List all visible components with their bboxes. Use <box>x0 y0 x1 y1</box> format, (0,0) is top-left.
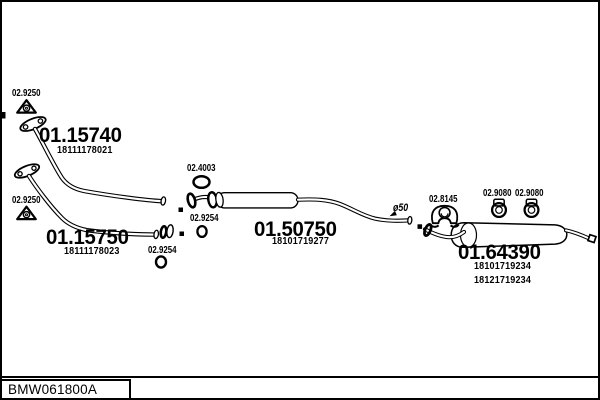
fitting-label-oring-upper: 02.9254 <box>190 212 219 224</box>
front-pipe-b-flange <box>13 163 41 179</box>
inlet-flange <box>186 192 197 209</box>
hanger-icon <box>429 204 460 228</box>
fitting-label-gasket-upper: 02.9250 <box>12 87 41 99</box>
oe-number-centre-silencer: 18101719277 <box>272 236 330 247</box>
rear-inlet-pipe-drawing <box>422 223 467 240</box>
part-number-front-pipe-b: 01.15750 <box>46 226 129 249</box>
front-pipe-a-drawing <box>32 126 167 206</box>
joint-marker <box>417 224 423 229</box>
mid-pipe-drawing <box>295 197 413 225</box>
drawing-code: BMW061800A <box>8 382 98 397</box>
fitting-label-hanger: 02.8145 <box>429 193 458 205</box>
pipe-clamp-band <box>423 223 433 237</box>
footer-divider-line <box>0 376 600 378</box>
fitting-label-sealing-ring: 02.4003 <box>187 162 216 174</box>
fitting-label-clamp-left: 02.9080 <box>483 187 512 199</box>
oe-number-rear-silencer-top: 18101719234 <box>474 261 532 272</box>
oe-number-rear-silencer-bottom: 18121719234 <box>474 275 532 286</box>
clamp-icon <box>490 198 508 219</box>
o-ring-icon <box>196 224 208 239</box>
centre-silencer-drawing <box>186 191 299 209</box>
oe-number-front-pipe-b: 18111178023 <box>64 245 120 257</box>
pipe-coupling-sleeve <box>159 224 168 240</box>
part-number-front-pipe-a: 01.15740 <box>39 124 122 147</box>
pipe-diameter-annotation: ø50 <box>393 202 409 214</box>
part-number-rear-silencer: 01.64390 <box>458 241 541 264</box>
tail-pipe-tip <box>586 233 598 244</box>
joint-marker <box>178 207 183 212</box>
front-pipe-b-drawing <box>26 173 174 240</box>
o-ring-icon <box>154 255 168 269</box>
fitting-label-oring-lower: 02.9254 <box>148 244 177 256</box>
diameter-arrow <box>389 210 397 217</box>
part-number-centre-silencer: 01.50750 <box>254 218 337 241</box>
frame-connector-marker <box>0 112 6 119</box>
gasket-icon <box>16 205 37 221</box>
drawing-code-box: BMW061800A <box>0 379 131 400</box>
fitting-label-gasket-lower: 02.9250 <box>12 194 41 206</box>
fitting-label-clamp-right: 02.9080 <box>515 187 544 199</box>
joint-marker <box>179 231 184 236</box>
clamp-icon <box>523 198 540 219</box>
o-ring-icon <box>192 174 211 190</box>
gasket-icon <box>16 99 37 114</box>
rear-silencer-drawing <box>450 221 598 249</box>
oe-number-front-pipe-a: 18111178021 <box>57 144 113 156</box>
